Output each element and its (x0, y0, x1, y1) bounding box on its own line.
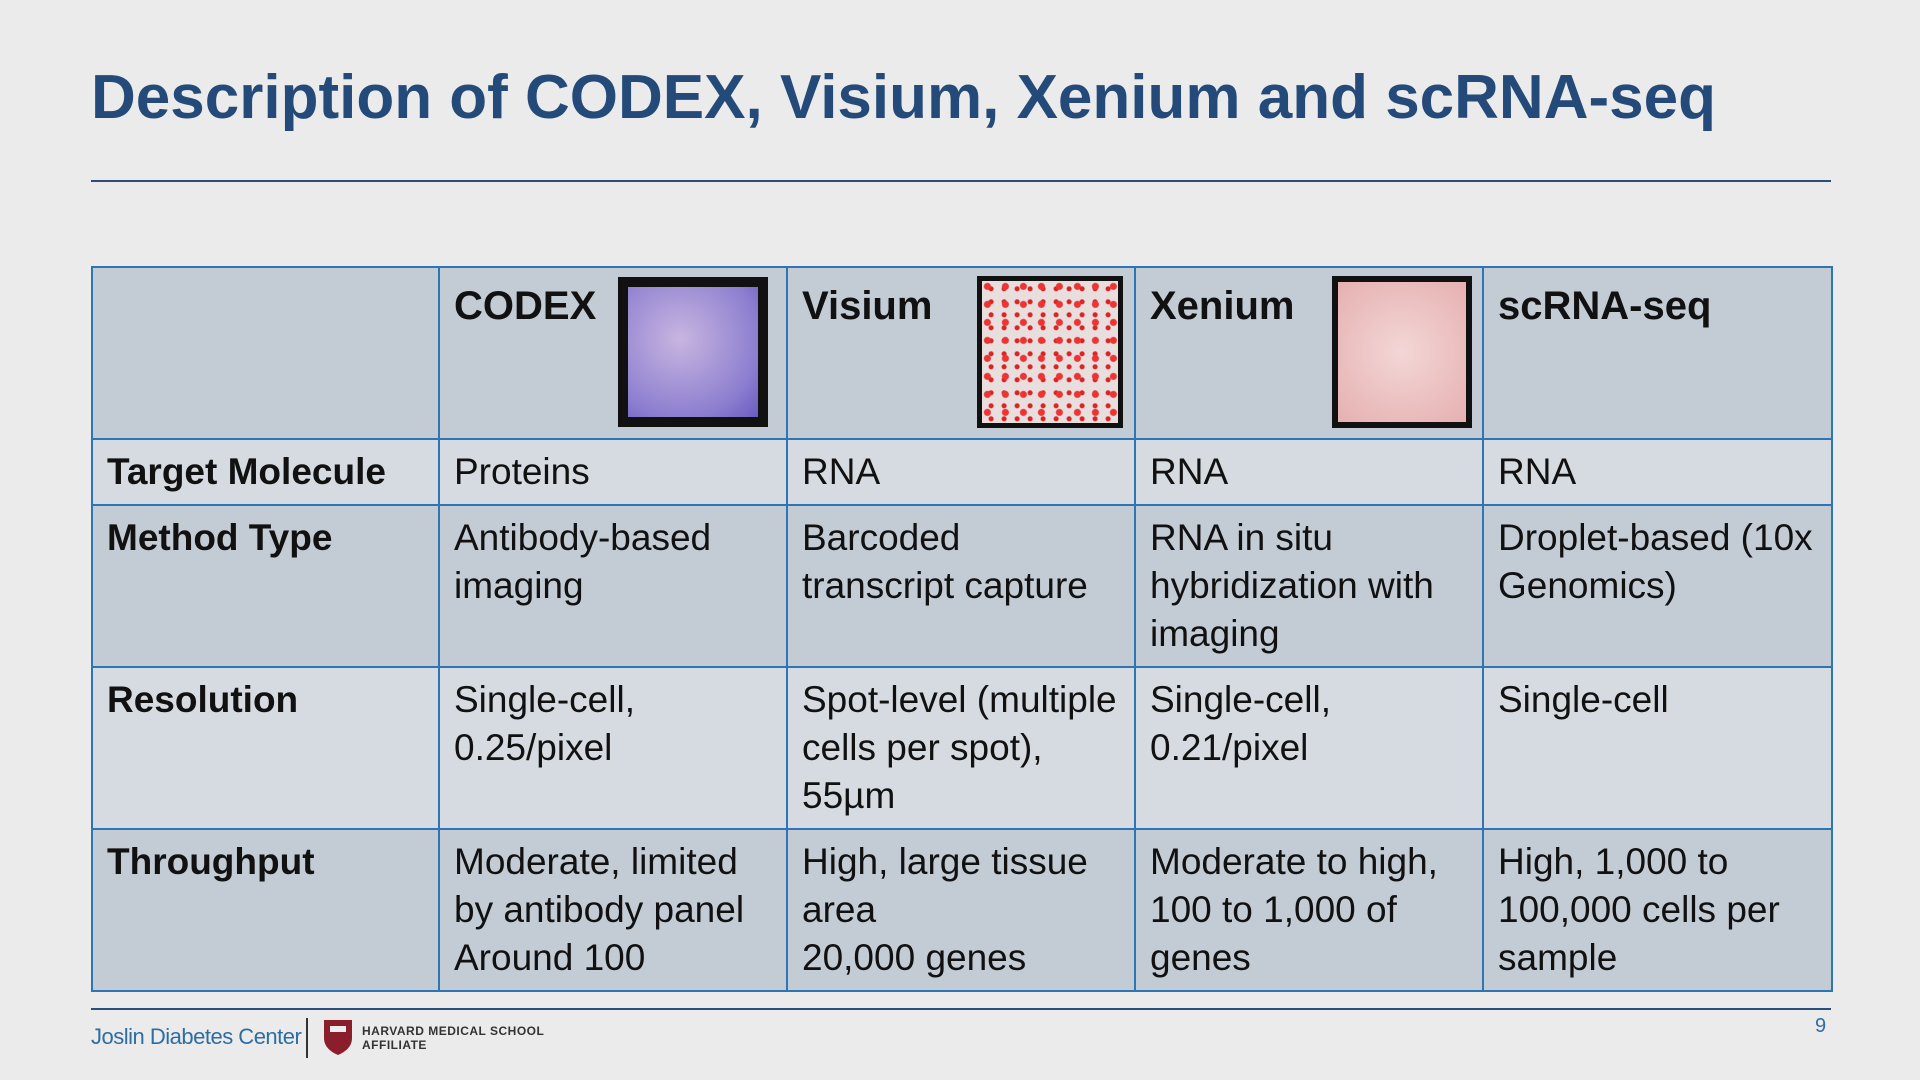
row-label: Target Molecule (91, 438, 440, 506)
table-row: Throughput Moderate, limited by antibody … (91, 828, 1833, 992)
table-row: Method Type Antibody-based imaging Barcode… (91, 504, 1833, 668)
cell-text: Single-cell (1498, 679, 1669, 720)
cell-text: Single-cell, 0.21/pixel (1150, 679, 1331, 768)
hms-shield (324, 1020, 352, 1055)
cell-text: RNA in situ hybridization with imaging (1150, 517, 1434, 654)
table-cell: Moderate, limited by antibody panel Aroun… (438, 828, 788, 992)
cell-text: Antibody-based imaging (454, 517, 712, 606)
column-header: scRNA-seq (1482, 266, 1833, 440)
cell-text: RNA (802, 451, 881, 492)
cell-text: Barcoded transcript capture (802, 517, 1088, 606)
affiliate-text: HARVARD MEDICAL SCHOOL AFFILIATE (362, 1024, 544, 1052)
table-cell: Single-cell (1482, 666, 1833, 830)
table-cell: High, large tissue area 20,000 genes (786, 828, 1136, 992)
cell-text: 20,000 genes (802, 937, 1027, 978)
table-cell: RNA (1482, 438, 1833, 506)
column-name: CODEX (454, 284, 597, 328)
table-cell: Antibody-based imaging (438, 504, 788, 668)
xenium-image (1332, 276, 1472, 428)
title-rule (91, 180, 1831, 182)
row-label: Resolution (91, 666, 440, 830)
affiliate-line: AFFILIATE (362, 1038, 427, 1052)
table-cell: Single-cell, 0.21/pixel (1134, 666, 1484, 830)
cell-text: RNA (1498, 451, 1577, 492)
footer-rule (91, 1008, 1831, 1010)
table-cell: Moderate to high, 100 to 1,000 of genes (1134, 828, 1484, 992)
cell-text: Moderate, limited by antibody panel (454, 841, 745, 930)
row-label: Method Type (91, 504, 440, 668)
logo-separator (306, 1018, 308, 1058)
affiliate-line: HARVARD MEDICAL SCHOOL (362, 1024, 545, 1038)
header-row: CODEX Visium Xenium scRNA-seq (91, 266, 1833, 440)
cell-text: High, large tissue area (802, 841, 1088, 930)
cell-text: Single-cell, 0.25/pixel (454, 679, 635, 768)
table-cell: RNA (786, 438, 1136, 506)
org-logo-text: Joslin Diabetes Center (91, 1024, 302, 1049)
cell-text: Proteins (454, 451, 590, 492)
column-name: Xenium (1150, 284, 1295, 328)
table-row: Resolution Single-cell, 0.25/pixel Spot-le… (91, 666, 1833, 830)
table-cell: Single-cell, 0.25/pixel (438, 666, 788, 830)
table-cell: Spot-level (multiple cells per spot), 55… (786, 666, 1136, 830)
table-cell: Droplet-based (10x Genomics) (1482, 504, 1833, 668)
corner-cell (91, 266, 440, 440)
visium-image (977, 276, 1123, 428)
comparison-table: CODEX Visium Xenium scRNA-seq Target Molecul… (91, 266, 1833, 992)
column-name: Visium (802, 284, 933, 328)
table-cell: Barcoded transcript capture (786, 504, 1136, 668)
table-row: Target Molecule Proteins RNA RNA RNA (91, 438, 1833, 506)
cell-text: Droplet-based (10x Genomics) (1498, 517, 1813, 606)
table-cell: RNA (1134, 438, 1484, 506)
row-label: Throughput (91, 828, 440, 992)
table-cell: High, 1,000 to 100,000 cells per sample (1482, 828, 1833, 992)
slide-title: Description of CODEX, Visium, Xenium and… (91, 63, 1716, 132)
cell-text: High, 1,000 to 100,000 cells per sample (1498, 841, 1780, 978)
table-cell: RNA in situ hybridization with imaging (1134, 504, 1484, 668)
cell-text: RNA (1150, 451, 1229, 492)
cell-text: Around 100 (454, 937, 646, 978)
codex-image (618, 277, 768, 427)
page-number: 9 (1815, 1015, 1827, 1037)
table-cell: Proteins (438, 438, 788, 506)
cell-text: Spot-level (multiple cells per spot), 55… (802, 679, 1117, 816)
column-name: scRNA-seq (1498, 284, 1712, 328)
cell-text: Moderate to high, 100 to 1,000 of genes (1150, 841, 1438, 978)
